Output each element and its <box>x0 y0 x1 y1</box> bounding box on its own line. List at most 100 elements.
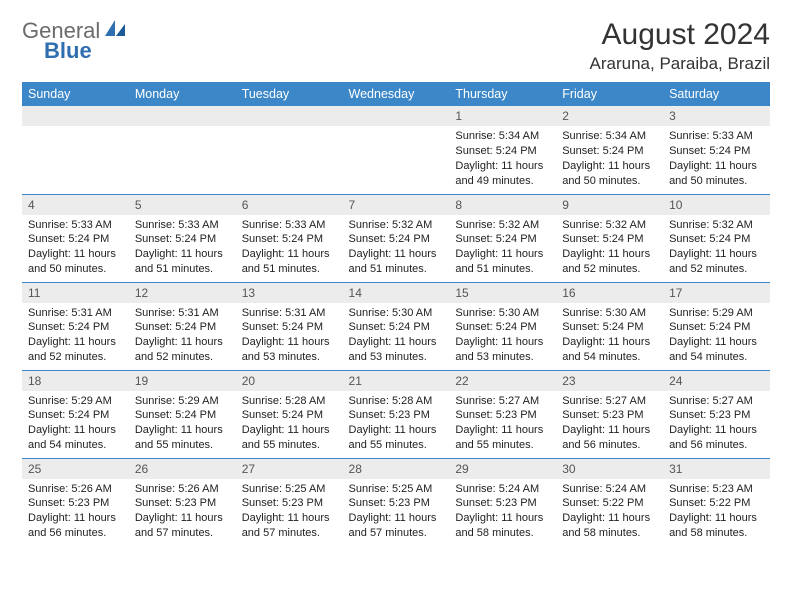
day-details: Sunrise: 5:33 AMSunset: 5:24 PMDaylight:… <box>22 215 129 281</box>
day-number: 22 <box>449 371 556 391</box>
calendar-cell: 1Sunrise: 5:34 AMSunset: 5:24 PMDaylight… <box>449 106 556 194</box>
day-number: 20 <box>236 371 343 391</box>
day-number: 13 <box>236 283 343 303</box>
day-number: 2 <box>556 106 663 126</box>
day-number: 31 <box>663 459 770 479</box>
weekday-header: Sunday <box>22 82 129 106</box>
day-details: Sunrise: 5:28 AMSunset: 5:24 PMDaylight:… <box>236 391 343 457</box>
day-number: 1 <box>449 106 556 126</box>
calendar-cell: 2Sunrise: 5:34 AMSunset: 5:24 PMDaylight… <box>556 106 663 194</box>
logo: General Blue <box>22 18 127 64</box>
calendar-cell: 29Sunrise: 5:24 AMSunset: 5:23 PMDayligh… <box>449 458 556 546</box>
calendar-cell: 9Sunrise: 5:32 AMSunset: 5:24 PMDaylight… <box>556 194 663 282</box>
calendar-week: 18Sunrise: 5:29 AMSunset: 5:24 PMDayligh… <box>22 370 770 458</box>
day-details: Sunrise: 5:32 AMSunset: 5:24 PMDaylight:… <box>663 215 770 281</box>
day-number: 7 <box>343 195 450 215</box>
day-number: 24 <box>663 371 770 391</box>
day-details: Sunrise: 5:31 AMSunset: 5:24 PMDaylight:… <box>129 303 236 369</box>
calendar-page: General Blue August 2024 Araruna, Paraib… <box>0 0 792 564</box>
day-details: Sunrise: 5:25 AMSunset: 5:23 PMDaylight:… <box>236 479 343 545</box>
weekday-header: Thursday <box>449 82 556 106</box>
day-details: Sunrise: 5:27 AMSunset: 5:23 PMDaylight:… <box>449 391 556 457</box>
day-details: Sunrise: 5:33 AMSunset: 5:24 PMDaylight:… <box>663 126 770 192</box>
day-details: Sunrise: 5:30 AMSunset: 5:24 PMDaylight:… <box>343 303 450 369</box>
day-number <box>236 106 343 126</box>
calendar-cell: 20Sunrise: 5:28 AMSunset: 5:24 PMDayligh… <box>236 370 343 458</box>
calendar-cell: 7Sunrise: 5:32 AMSunset: 5:24 PMDaylight… <box>343 194 450 282</box>
weekday-header: Wednesday <box>343 82 450 106</box>
day-details: Sunrise: 5:24 AMSunset: 5:22 PMDaylight:… <box>556 479 663 545</box>
day-number: 23 <box>556 371 663 391</box>
calendar-cell: 16Sunrise: 5:30 AMSunset: 5:24 PMDayligh… <box>556 282 663 370</box>
weekday-header: Monday <box>129 82 236 106</box>
calendar-week: 1Sunrise: 5:34 AMSunset: 5:24 PMDaylight… <box>22 106 770 194</box>
calendar-cell: 13Sunrise: 5:31 AMSunset: 5:24 PMDayligh… <box>236 282 343 370</box>
calendar-cell <box>22 106 129 194</box>
calendar-cell: 22Sunrise: 5:27 AMSunset: 5:23 PMDayligh… <box>449 370 556 458</box>
day-number: 3 <box>663 106 770 126</box>
calendar-cell: 3Sunrise: 5:33 AMSunset: 5:24 PMDaylight… <box>663 106 770 194</box>
weekday-header: Friday <box>556 82 663 106</box>
header: General Blue August 2024 Araruna, Paraib… <box>22 18 770 74</box>
day-number <box>343 106 450 126</box>
calendar-cell: 12Sunrise: 5:31 AMSunset: 5:24 PMDayligh… <box>129 282 236 370</box>
day-details: Sunrise: 5:29 AMSunset: 5:24 PMDaylight:… <box>663 303 770 369</box>
calendar-cell: 5Sunrise: 5:33 AMSunset: 5:24 PMDaylight… <box>129 194 236 282</box>
day-details: Sunrise: 5:30 AMSunset: 5:24 PMDaylight:… <box>449 303 556 369</box>
calendar-cell <box>343 106 450 194</box>
title-block: August 2024 Araruna, Paraiba, Brazil <box>590 18 770 74</box>
day-number: 10 <box>663 195 770 215</box>
day-number: 30 <box>556 459 663 479</box>
day-details: Sunrise: 5:29 AMSunset: 5:24 PMDaylight:… <box>22 391 129 457</box>
calendar-cell: 26Sunrise: 5:26 AMSunset: 5:23 PMDayligh… <box>129 458 236 546</box>
day-number: 18 <box>22 371 129 391</box>
calendar-cell <box>129 106 236 194</box>
day-number: 5 <box>129 195 236 215</box>
calendar-cell: 10Sunrise: 5:32 AMSunset: 5:24 PMDayligh… <box>663 194 770 282</box>
day-details: Sunrise: 5:34 AMSunset: 5:24 PMDaylight:… <box>449 126 556 192</box>
calendar-cell: 14Sunrise: 5:30 AMSunset: 5:24 PMDayligh… <box>343 282 450 370</box>
day-number: 6 <box>236 195 343 215</box>
day-details: Sunrise: 5:26 AMSunset: 5:23 PMDaylight:… <box>129 479 236 545</box>
day-number: 29 <box>449 459 556 479</box>
calendar-cell: 4Sunrise: 5:33 AMSunset: 5:24 PMDaylight… <box>22 194 129 282</box>
day-details: Sunrise: 5:32 AMSunset: 5:24 PMDaylight:… <box>343 215 450 281</box>
weekday-header: Tuesday <box>236 82 343 106</box>
weekday-row: SundayMondayTuesdayWednesdayThursdayFrid… <box>22 82 770 106</box>
day-details: Sunrise: 5:29 AMSunset: 5:24 PMDaylight:… <box>129 391 236 457</box>
day-number: 4 <box>22 195 129 215</box>
calendar-table: SundayMondayTuesdayWednesdayThursdayFrid… <box>22 82 770 546</box>
day-number: 9 <box>556 195 663 215</box>
day-number: 26 <box>129 459 236 479</box>
calendar-cell: 19Sunrise: 5:29 AMSunset: 5:24 PMDayligh… <box>129 370 236 458</box>
day-number: 17 <box>663 283 770 303</box>
day-number: 14 <box>343 283 450 303</box>
day-number: 12 <box>129 283 236 303</box>
day-details: Sunrise: 5:24 AMSunset: 5:23 PMDaylight:… <box>449 479 556 545</box>
day-details: Sunrise: 5:23 AMSunset: 5:22 PMDaylight:… <box>663 479 770 545</box>
day-details: Sunrise: 5:25 AMSunset: 5:23 PMDaylight:… <box>343 479 450 545</box>
calendar-cell: 24Sunrise: 5:27 AMSunset: 5:23 PMDayligh… <box>663 370 770 458</box>
calendar-week: 4Sunrise: 5:33 AMSunset: 5:24 PMDaylight… <box>22 194 770 282</box>
day-details: Sunrise: 5:28 AMSunset: 5:23 PMDaylight:… <box>343 391 450 457</box>
calendar-cell: 31Sunrise: 5:23 AMSunset: 5:22 PMDayligh… <box>663 458 770 546</box>
calendar-week: 11Sunrise: 5:31 AMSunset: 5:24 PMDayligh… <box>22 282 770 370</box>
calendar-cell: 28Sunrise: 5:25 AMSunset: 5:23 PMDayligh… <box>343 458 450 546</box>
day-number: 27 <box>236 459 343 479</box>
month-title: August 2024 <box>590 18 770 52</box>
calendar-cell: 21Sunrise: 5:28 AMSunset: 5:23 PMDayligh… <box>343 370 450 458</box>
day-number: 16 <box>556 283 663 303</box>
location: Araruna, Paraiba, Brazil <box>590 54 770 74</box>
day-details: Sunrise: 5:32 AMSunset: 5:24 PMDaylight:… <box>556 215 663 281</box>
calendar-cell: 15Sunrise: 5:30 AMSunset: 5:24 PMDayligh… <box>449 282 556 370</box>
calendar-cell: 27Sunrise: 5:25 AMSunset: 5:23 PMDayligh… <box>236 458 343 546</box>
calendar-cell: 18Sunrise: 5:29 AMSunset: 5:24 PMDayligh… <box>22 370 129 458</box>
day-details: Sunrise: 5:33 AMSunset: 5:24 PMDaylight:… <box>236 215 343 281</box>
calendar-cell: 23Sunrise: 5:27 AMSunset: 5:23 PMDayligh… <box>556 370 663 458</box>
calendar-cell: 8Sunrise: 5:32 AMSunset: 5:24 PMDaylight… <box>449 194 556 282</box>
calendar-body: 1Sunrise: 5:34 AMSunset: 5:24 PMDaylight… <box>22 106 770 546</box>
day-number: 25 <box>22 459 129 479</box>
calendar-cell: 25Sunrise: 5:26 AMSunset: 5:23 PMDayligh… <box>22 458 129 546</box>
calendar-week: 25Sunrise: 5:26 AMSunset: 5:23 PMDayligh… <box>22 458 770 546</box>
day-number: 8 <box>449 195 556 215</box>
